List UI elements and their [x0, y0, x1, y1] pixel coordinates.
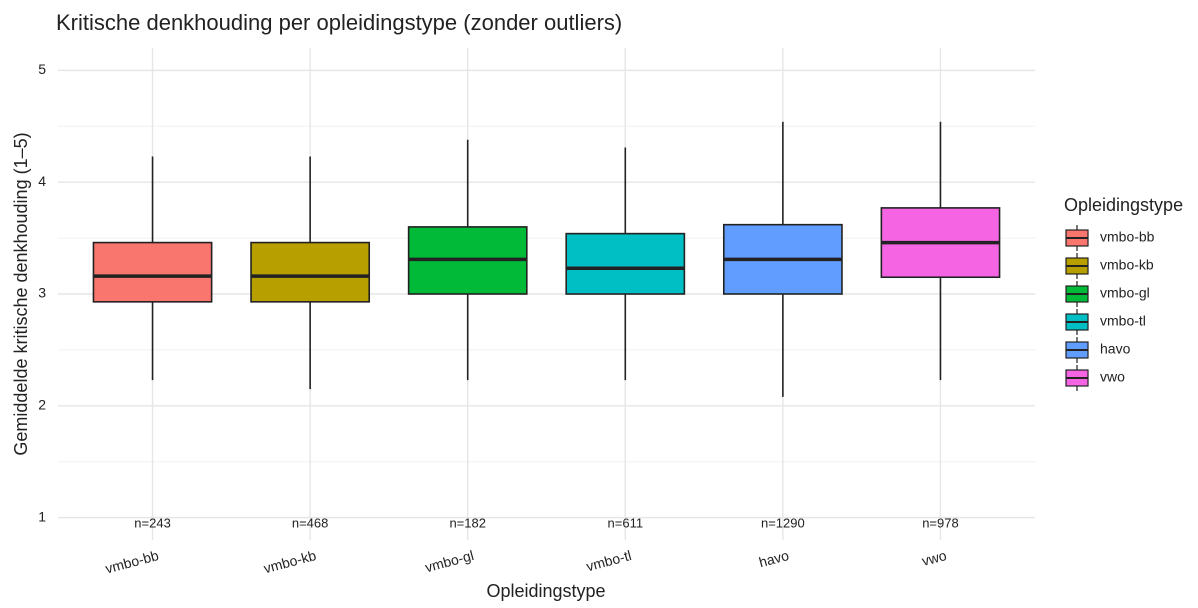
- n-label: n=468: [292, 515, 329, 530]
- x-tick-label: vmbo-tl: [585, 547, 633, 574]
- box: [565, 232, 686, 295]
- x-tick-label: vmbo-bb: [104, 547, 161, 577]
- legend-label: vwo: [1100, 369, 1125, 385]
- y-tick-label: 2: [38, 397, 46, 413]
- y-axis-title: Gemiddelde kritische denkhouding (1–5): [11, 132, 31, 455]
- n-label: n=611: [608, 515, 644, 530]
- legend-label: vmbo-tl: [1100, 313, 1146, 329]
- legend-label: vmbo-kb: [1100, 257, 1154, 273]
- n-label: n=978: [922, 515, 959, 530]
- x-tick-label: havo: [757, 547, 791, 570]
- n-label: n=1290: [761, 515, 805, 530]
- legend-label: vmbo-bb: [1100, 229, 1155, 245]
- legend-label: vmbo-gl: [1100, 285, 1150, 301]
- y-tick-label: 3: [38, 285, 46, 301]
- chart-title: Kritische denkhouding per opleidingstype…: [56, 10, 622, 35]
- x-tick-label: vmbo-kb: [262, 547, 318, 576]
- box: [92, 241, 213, 303]
- n-label: n=182: [449, 515, 486, 530]
- x-tick-label: vmbo-gl: [423, 547, 475, 575]
- y-tick-label: 4: [38, 173, 46, 189]
- legend-title: Opleidingstype: [1064, 195, 1183, 215]
- x-tick-label: vwo: [920, 547, 948, 569]
- n-label: n=243: [134, 515, 171, 530]
- x-axis-title: Opleidingstype: [486, 581, 605, 601]
- box: [250, 241, 371, 303]
- y-tick-label: 5: [38, 61, 46, 77]
- legend-label: havo: [1100, 341, 1131, 357]
- y-tick-label: 1: [38, 508, 46, 524]
